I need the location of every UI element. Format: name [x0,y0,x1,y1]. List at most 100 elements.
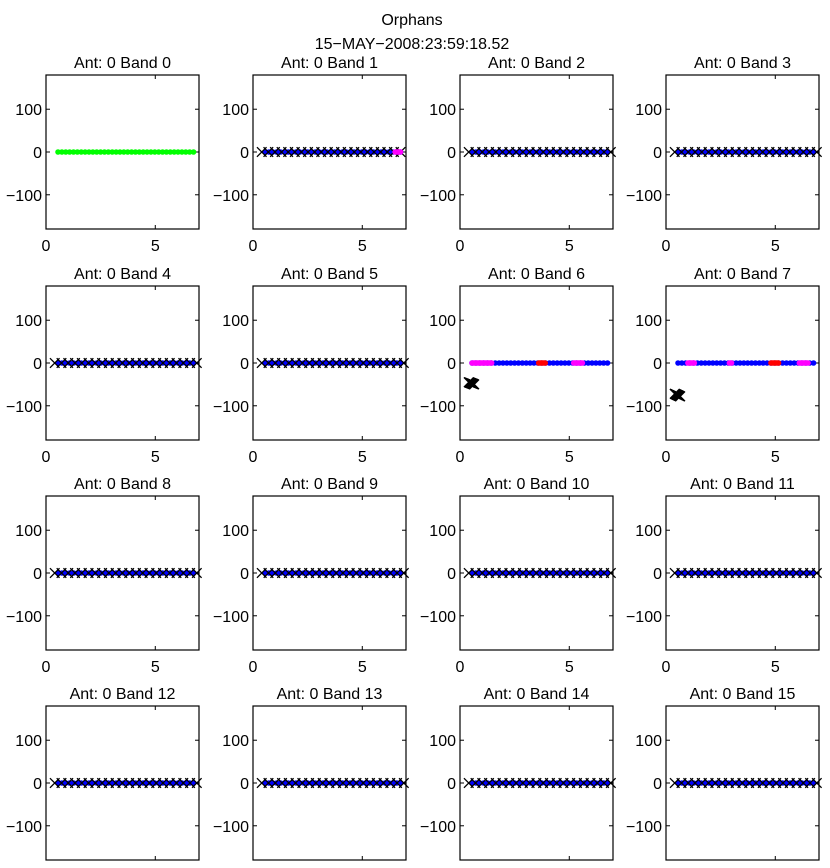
data-point-dot [386,360,392,366]
data-point-dot [55,149,61,155]
data-point-dot [175,570,181,576]
data-point-dot [386,149,392,155]
data-point-dot [124,570,131,576]
data-point-dot [713,149,720,155]
data-point-dot [70,360,77,366]
data-point-dot [152,360,158,366]
data-point-dot [566,570,572,576]
data-point-dot [359,149,365,155]
y-tick-label: 100 [222,733,249,750]
data-point-dot [179,149,185,155]
data-point-dot [741,360,747,366]
data-point-dot [554,360,561,366]
data-point-dot [593,360,599,366]
data-point-cross [811,146,823,158]
data-point-dot [717,780,724,786]
data-point-dot [795,780,801,786]
data-point-cross [605,146,617,158]
data-point-dot [527,360,533,366]
y-tick-label: 0 [653,566,662,583]
data-point-dot [66,149,73,155]
data-point-dot [679,360,685,366]
data-point-dot [273,570,280,576]
data-point-dot [328,570,334,576]
data-point-dot [717,149,724,155]
x-tick-label: 5 [151,659,160,676]
x-tick-label: 5 [358,238,367,255]
data-point-dot [768,780,774,786]
data-point-dot [741,149,747,155]
data-point-dot [293,149,299,155]
data-point-dot [538,570,545,576]
figure-timestamp: 15−MAY−2008:23:59:18.52 [315,36,510,53]
data-point-dot [741,570,747,576]
axes-title: Ant: 0 Band 3 [694,55,791,72]
data-point-dot [331,780,338,786]
data-point-dot [787,360,794,366]
data-point-dot [78,149,85,155]
data-point-dot [535,780,541,786]
data-point-dot [713,570,720,576]
data-point-dot [713,360,720,366]
data-point-dot [297,149,303,155]
data-point-dot [328,780,334,786]
y-tick-label: 100 [635,523,662,540]
x-tick-label: 0 [662,449,671,466]
x-tick-label: 5 [358,659,367,676]
y-tick-label: −100 [213,819,249,836]
subplot-band-11: Ant: 0 Band 11 100 0 −100 0 5 [626,476,823,676]
y-tick-label: 100 [635,733,662,750]
data-point-cross [398,357,410,369]
data-point-dot [799,570,805,576]
y-tick-label: −100 [626,399,662,416]
x-tick-label: 0 [42,238,51,255]
data-point-dot [328,360,334,366]
data-point-dot [355,780,361,786]
y-tick-label: −100 [6,819,42,836]
axes-title: Ant: 0 Band 2 [488,55,585,72]
data-point-dot [152,570,158,576]
data-point-dot [359,360,365,366]
x-tick-label: 0 [249,449,258,466]
y-tick-label: −100 [213,188,249,205]
data-point-dot [484,149,491,155]
y-tick-label: 100 [15,102,42,119]
x-tick-label: 0 [249,659,258,676]
y-tick-label: −100 [6,399,42,416]
axes-title: Ant: 0 Band 10 [484,476,590,493]
data-point-dot [480,149,487,155]
y-tick-label: 0 [240,145,249,162]
data-point-dot [148,570,154,576]
y-tick-label: 0 [447,356,456,373]
data-point-dot [148,149,154,155]
data-point-dot [756,360,763,366]
data-point-dot [70,149,77,155]
y-tick-label: −100 [213,609,249,626]
y-tick-label: 0 [240,566,249,583]
subplot-band-5: Ant: 0 Band 5 100 0 −100 0 5 [213,266,410,466]
data-point-dot [585,360,591,366]
axes-title: Ant: 0 Band 4 [74,266,171,283]
y-tick-label: 0 [653,145,662,162]
data-point-dot [772,149,778,155]
data-point-dot [531,360,537,366]
data-point-dot [109,149,116,155]
subplot-band-8: Ant: 0 Band 8 100 0 −100 0 5 [6,476,203,676]
data-point-dot [273,360,280,366]
axes-title: Ant: 0 Band 6 [488,266,585,283]
data-point-dot [152,149,158,155]
data-point-dot [686,570,693,576]
y-tick-label: 0 [240,776,249,793]
data-point-cross [191,777,203,789]
data-point-dot [179,360,185,366]
data-point-dot [97,780,104,786]
data-point-dot [339,149,346,155]
data-point-dot [496,360,502,366]
axes-title: Ant: 0 Band 7 [694,266,791,283]
data-point-dot [507,360,514,366]
data-point-dot [480,570,487,576]
data-point-dot [97,570,104,576]
axes-title: Ant: 0 Band 12 [70,686,176,703]
